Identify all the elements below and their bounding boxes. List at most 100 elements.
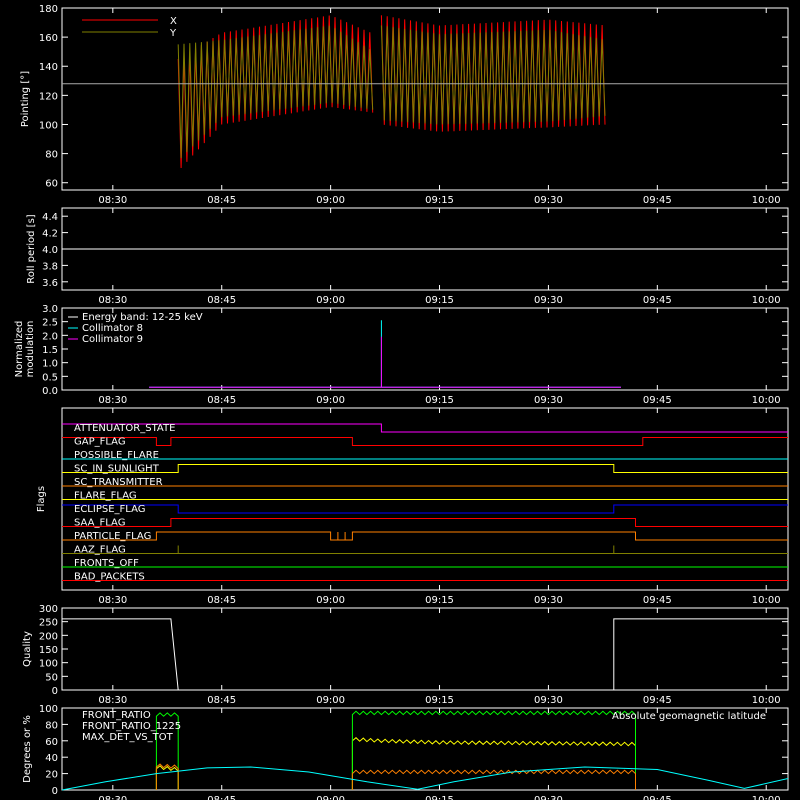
x-tick-label: 09:15	[425, 595, 454, 606]
x-tick-label: 09:45	[643, 295, 672, 306]
flag-label: GAP_FLAG	[74, 437, 126, 448]
x-tick-label: 08:30	[98, 695, 127, 706]
y-tick-label: 250	[39, 618, 58, 629]
x-tick-label: 09:00	[316, 795, 345, 800]
y-axis-label: Pointing [°]	[20, 71, 31, 127]
y-tick-label: 40	[45, 753, 58, 764]
y-tick-label: 300	[39, 604, 58, 615]
y-tick-label: 3.0	[42, 304, 58, 315]
x-tick-label: 09:30	[534, 795, 563, 800]
x-tick-label: 09:15	[425, 695, 454, 706]
y-tick-label: 0.5	[42, 372, 58, 383]
y-tick-label: 140	[39, 62, 58, 73]
legend-label: FRONT_RATIO_1225	[82, 721, 181, 732]
legend-label: Energy band: 12-25 keV	[82, 312, 203, 323]
y-tick-label: 4.0	[42, 245, 58, 256]
series-line	[351, 769, 636, 790]
legend-label: Collimator 9	[82, 334, 143, 345]
x-tick-label: 08:45	[207, 195, 236, 206]
y-tick-label: 2.0	[42, 331, 58, 342]
x-tick-label: 08:30	[98, 795, 127, 800]
flag-line	[62, 437, 788, 446]
x-tick-label: 09:00	[316, 295, 345, 306]
y-axis-label: Flags	[36, 486, 47, 512]
x-tick-label: 08:30	[98, 195, 127, 206]
legend-label: Collimator 8	[82, 323, 143, 334]
legend-label: FRONT_RATIO	[82, 710, 151, 721]
flag-label: FRONTS_OFF	[74, 558, 139, 569]
series-line	[380, 25, 606, 125]
legend-label: X	[170, 16, 177, 27]
x-tick-label: 09:30	[534, 695, 563, 706]
y-tick-label: 100	[39, 120, 58, 131]
plot-frame	[61, 7, 789, 191]
legend-label: MAX_DET_VS_TOT	[82, 732, 174, 743]
x-tick-label: 09:00	[316, 395, 345, 406]
flag-line	[62, 531, 788, 541]
x-tick-label: 09:00	[316, 195, 345, 206]
series-line	[62, 618, 788, 691]
y-tick-label: 80	[45, 150, 58, 161]
y-tick-label: 0.0	[42, 386, 58, 397]
y-axis-label: modulation	[25, 321, 36, 378]
x-tick-label: 10:00	[752, 795, 781, 800]
flag-label: AAZ_FLAG	[74, 545, 126, 556]
series-line	[351, 737, 636, 790]
x-tick-label: 08:45	[207, 795, 236, 800]
x-tick-label: 09:00	[316, 595, 345, 606]
y-tick-label: 160	[39, 33, 58, 44]
x-tick-label: 10:00	[752, 695, 781, 706]
series-line	[155, 763, 179, 790]
flag-line	[62, 504, 788, 514]
y-tick-label: 100	[39, 659, 58, 670]
y-axis-label: Quality	[22, 631, 33, 667]
y-tick-label: 50	[45, 672, 58, 683]
x-tick-label: 09:45	[643, 195, 672, 206]
x-tick-label: 09:45	[643, 695, 672, 706]
y-tick-label: 60	[45, 179, 58, 190]
y-tick-label: 60	[45, 737, 58, 748]
flag-label: ECLIPSE_FLAG	[74, 504, 145, 515]
flag-label: SAA_FLAG	[74, 518, 125, 529]
series-line	[177, 25, 374, 159]
x-tick-label: 10:00	[752, 195, 781, 206]
x-tick-label: 09:30	[534, 595, 563, 606]
y-tick-label: 0	[52, 786, 58, 797]
y-axis-label: Degrees or %	[22, 715, 33, 783]
x-tick-label: 08:45	[207, 695, 236, 706]
flag-label: ATTENUATOR_STATE	[74, 423, 175, 434]
x-tick-label: 08:30	[98, 595, 127, 606]
x-tick-label: 09:45	[643, 595, 672, 606]
flag-label: SC_IN_SUNLIGHT	[74, 464, 160, 475]
y-tick-label: 4.2	[42, 229, 58, 240]
flag-line	[62, 423, 788, 433]
x-tick-label: 09:30	[534, 195, 563, 206]
series-line	[351, 710, 636, 790]
y-tick-label: 2.5	[42, 318, 58, 329]
series-line	[61, 766, 789, 791]
x-tick-label: 10:00	[752, 595, 781, 606]
annotation-label: Absolute geomagnetic latitude	[612, 711, 766, 722]
x-tick-label: 08:45	[207, 395, 236, 406]
x-tick-label: 10:00	[752, 395, 781, 406]
y-axis-label: Roll period [s]	[26, 214, 37, 283]
y-tick-label: 80	[45, 720, 58, 731]
x-tick-label: 09:15	[425, 195, 454, 206]
x-tick-label: 09:15	[425, 295, 454, 306]
flag-label: PARTICLE_FLAG	[74, 531, 151, 542]
flag-label: FLARE_FLAG	[74, 491, 137, 502]
y-tick-label: 200	[39, 631, 58, 642]
x-tick-label: 09:15	[425, 395, 454, 406]
x-tick-label: 09:00	[316, 695, 345, 706]
y-tick-label: 0	[52, 686, 58, 697]
y-tick-label: 3.8	[42, 261, 58, 272]
flag-label: BAD_PACKETS	[74, 572, 145, 583]
flag-line	[62, 518, 788, 527]
x-tick-label: 09:45	[643, 795, 672, 800]
y-tick-label: 20	[45, 770, 58, 781]
y-axis-label: Normalized	[14, 321, 25, 378]
x-tick-label: 09:30	[534, 395, 563, 406]
x-tick-label: 08:45	[207, 595, 236, 606]
series-line	[155, 712, 179, 790]
